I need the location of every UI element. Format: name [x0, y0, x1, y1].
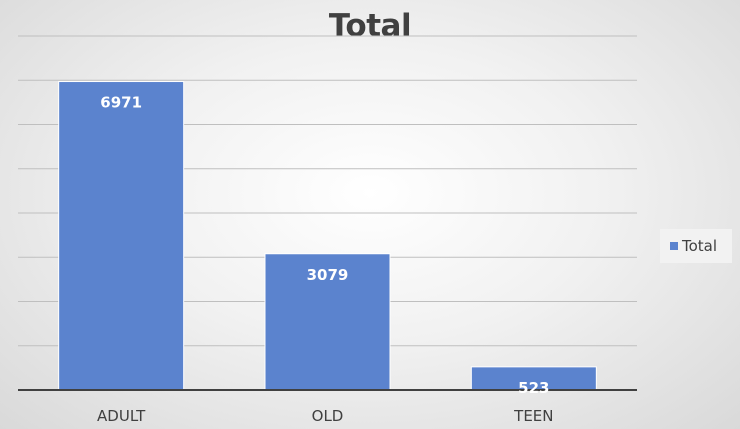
- x-tick-labels: ADULT OLD TEEN: [97, 407, 553, 425]
- data-label-adult: 6971: [100, 94, 142, 112]
- x-tick-label-teen: TEEN: [513, 407, 553, 425]
- x-tick-label-old: OLD: [312, 407, 344, 425]
- x-tick-label-adult: ADULT: [97, 407, 146, 425]
- chart-title: Total: [328, 8, 412, 44]
- legend-label: Total: [682, 237, 718, 255]
- data-label-old: 3079: [307, 266, 349, 284]
- bars: [58, 81, 597, 391]
- bar-adult: [58, 81, 185, 391]
- data-labels: 6971 3079 523: [100, 94, 549, 397]
- legend: Total: [660, 229, 732, 263]
- legend-swatch: [670, 242, 678, 250]
- bar-old: [264, 253, 391, 391]
- data-label-teen: 523: [518, 379, 549, 397]
